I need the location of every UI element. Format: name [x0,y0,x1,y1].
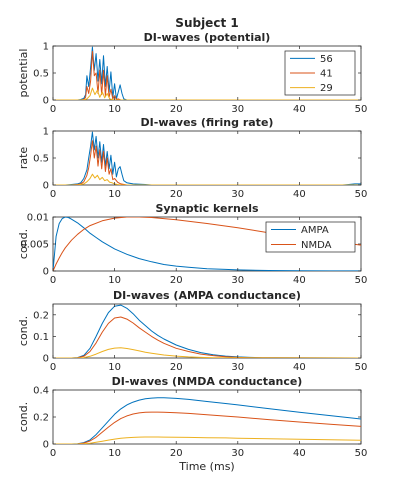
panel-firing: 0 10 20 30 40 50 0 0.5 1 DI-waves (firing rate) ra… [17,116,367,200]
x-tick-label: 10 [108,448,121,459]
x-tick-label: 20 [170,189,183,200]
x-tick-label: 40 [293,448,306,459]
x-tick-label: 10 [108,189,121,200]
y-axis-label-kernels: cond. [17,229,30,259]
legend-label-nmda: NMDA [301,240,332,251]
y-axis-label-nmda: cond. [17,402,30,432]
panel-title-firing: DI-waves (firing rate) [141,116,274,129]
x-tick-label: 20 [170,448,183,459]
y-axis-label-firing: rate [17,147,30,170]
figure-title: Subject 1 [175,16,238,30]
x-tick-label: 50 [355,189,368,200]
y-tick-label: 0.4 [33,386,49,397]
y-tick-label: 0.01 [27,213,49,224]
legend-label-41: 41 [320,69,333,80]
x-tick-label: 50 [355,362,368,373]
y-tick-label: 0 [43,267,49,278]
x-tick-label: 0 [50,448,56,459]
y-axis-label-potential: potential [17,49,30,98]
legend-label-29: 29 [320,83,333,94]
panel-nmda: 0 10 20 30 40 50 0 0.2 0.4 DI-waves (NMDA conduct… [17,375,367,473]
panel-title-kernels: Synaptic kernels [155,202,259,215]
panel-title-nmda: DI-waves (NMDA conductance) [112,375,303,388]
x-tick-label: 40 [293,189,306,200]
y-tick-label: 0.2 [33,413,49,424]
y-tick-label: 1 [43,127,49,138]
x-tick-label: 30 [231,104,244,115]
y-tick-label: 0 [43,440,49,451]
legend-label-ampa: AMPA [301,225,329,236]
x-tick-label: 20 [170,275,183,286]
x-tick-label: 30 [231,362,244,373]
x-tick-label: 30 [231,275,244,286]
x-tick-label: 0 [50,362,56,373]
x-tick-label: 40 [293,275,306,286]
x-tick-label: 0 [50,189,56,200]
y-tick-label: 0 [43,181,49,192]
x-tick-label: 0 [50,275,56,286]
x-tick-label: 10 [108,104,121,115]
x-tick-label: 20 [170,104,183,115]
panel-title-ampa: DI-waves (AMPA conductance) [113,289,301,302]
y-tick-label: 0.2 [33,310,49,321]
legend-potential: 56 41 29 [285,51,355,95]
x-tick-label: 30 [231,448,244,459]
x-tick-label: 10 [108,362,121,373]
panel-title-potential: DI-waves (potential) [144,31,271,44]
y-tick-label: 0 [43,96,49,107]
y-tick-label: 1 [43,42,49,53]
x-tick-label: 40 [293,104,306,115]
legend-label-56: 56 [320,54,333,65]
x-tick-label: 0 [50,104,56,115]
x-tick-label: 20 [170,362,183,373]
plot-area-nmda [53,390,361,444]
x-axis-label: Time (ms) [178,460,234,473]
legend-kernels: AMPA NMDA [266,222,355,252]
x-tick-label: 50 [355,104,368,115]
x-tick-label: 40 [293,362,306,373]
y-tick-label: 0.5 [33,69,49,80]
panel-ampa: 0 10 20 30 40 50 0 0.1 0.2 DI-waves (AMPA conduct… [17,289,367,373]
x-tick-label: 50 [355,448,368,459]
x-tick-label: 50 [355,275,368,286]
y-axis-label-ampa: cond. [17,316,30,346]
x-tick-label: 10 [108,275,121,286]
y-tick-label: 0.5 [33,154,49,165]
y-tick-label: 0.1 [33,332,49,343]
y-tick-label: 0 [43,354,49,365]
x-tick-label: 30 [231,189,244,200]
panel-potential: 0 10 20 30 40 50 0 0.5 1 DI-waves (potential) pote… [17,31,367,115]
